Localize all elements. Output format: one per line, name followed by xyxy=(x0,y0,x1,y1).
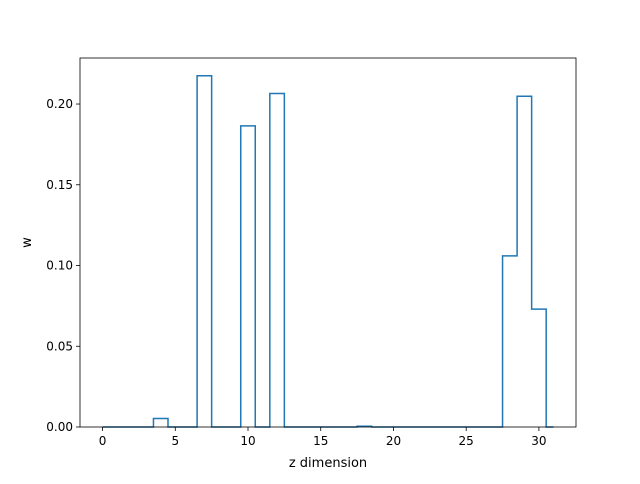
x-tick-label: 5 xyxy=(171,434,179,448)
y-tick-label: 0.15 xyxy=(46,178,73,192)
x-tick-label: 20 xyxy=(386,434,401,448)
x-tick-label: 15 xyxy=(313,434,328,448)
y-tick-label: 0.10 xyxy=(46,259,73,273)
y-axis-label: w xyxy=(20,237,35,248)
y-tick-label: 0.20 xyxy=(46,97,73,111)
x-tick-label: 0 xyxy=(99,434,107,448)
x-axis-label: z dimension xyxy=(289,456,367,471)
x-tick-label: 10 xyxy=(240,434,255,448)
y-tick-label: 0.05 xyxy=(46,339,73,353)
y-tick-label: 0.00 xyxy=(46,420,73,434)
y-axis-ticks: 0.00 0.05 0.10 0.15 0.20 xyxy=(46,97,80,434)
x-tick-label: 25 xyxy=(459,434,474,448)
x-tick-label: 30 xyxy=(531,434,546,448)
axes-frame xyxy=(79,57,577,428)
x-axis-ticks: 0 5 10 15 20 25 30 xyxy=(99,427,547,448)
